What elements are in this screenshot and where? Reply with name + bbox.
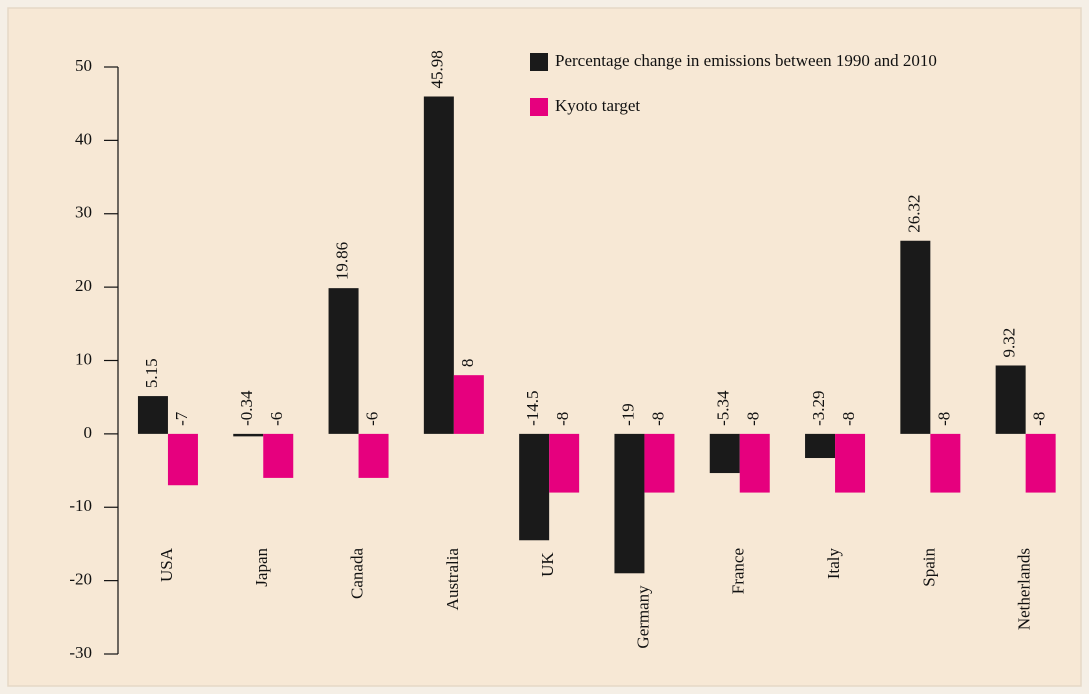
bar xyxy=(358,433,389,478)
bar xyxy=(519,433,550,541)
bar xyxy=(549,433,580,493)
legend-swatch xyxy=(530,53,548,71)
y-tick-label: 30 xyxy=(75,203,92,222)
y-tick-label: 50 xyxy=(75,56,92,75)
x-tick-label: Japan xyxy=(252,548,271,587)
bar xyxy=(423,96,454,434)
data-label: 19.86 xyxy=(332,242,351,280)
x-tick-label: Australia xyxy=(443,548,462,611)
x-tick-label: Netherlands xyxy=(1015,548,1034,630)
x-tick-label: Germany xyxy=(633,585,652,649)
bar xyxy=(328,288,359,434)
data-label: -14.5 xyxy=(523,390,542,425)
data-label: 5.15 xyxy=(142,358,161,388)
x-tick-label: France xyxy=(729,548,748,594)
data-label: -6 xyxy=(362,412,381,426)
bar xyxy=(1025,433,1056,493)
y-tick-label: -10 xyxy=(69,496,92,515)
bar xyxy=(263,433,294,478)
data-label: -19 xyxy=(618,403,637,426)
x-tick-label: Italy xyxy=(824,548,843,580)
x-tick-label: Spain xyxy=(919,548,938,587)
y-tick-label: -20 xyxy=(69,570,92,589)
data-label: -3.29 xyxy=(809,390,828,425)
data-label: -5.34 xyxy=(714,390,733,426)
x-tick-label: USA xyxy=(157,547,176,582)
data-label: -7 xyxy=(172,411,191,426)
data-label: 45.98 xyxy=(428,50,447,88)
y-tick-label: 10 xyxy=(75,349,92,368)
y-tick-label: 40 xyxy=(75,129,92,148)
data-label: 8 xyxy=(458,359,477,368)
data-label: 26.32 xyxy=(904,195,923,233)
legend-label: Percentage change in emissions between 1… xyxy=(555,51,937,70)
bar xyxy=(453,375,484,434)
legend-swatch xyxy=(530,98,548,116)
bar xyxy=(614,433,645,574)
data-label: -8 xyxy=(934,412,953,426)
bar xyxy=(233,433,264,437)
y-tick-label: 20 xyxy=(75,276,92,295)
data-label: -8 xyxy=(744,412,763,426)
bar xyxy=(930,433,961,493)
bar xyxy=(900,240,931,434)
data-label: -8 xyxy=(839,412,858,426)
y-tick-label: -30 xyxy=(69,643,92,662)
data-label: -8 xyxy=(1030,412,1049,426)
bar xyxy=(995,365,1026,434)
data-label: -8 xyxy=(553,412,572,426)
bar xyxy=(739,433,770,493)
data-label: -8 xyxy=(648,412,667,426)
bar xyxy=(709,433,740,474)
bar xyxy=(805,433,836,459)
y-tick-label: 0 xyxy=(84,423,93,442)
x-tick-label: UK xyxy=(538,552,557,577)
x-tick-label: Canada xyxy=(347,548,366,599)
bar xyxy=(835,433,866,493)
bar xyxy=(167,433,198,486)
data-label: -0.34 xyxy=(237,390,256,426)
data-label: -6 xyxy=(267,412,286,426)
bar xyxy=(137,396,168,434)
bar xyxy=(644,433,675,493)
legend-label: Kyoto target xyxy=(555,96,640,115)
data-label: 9.32 xyxy=(1000,328,1019,358)
